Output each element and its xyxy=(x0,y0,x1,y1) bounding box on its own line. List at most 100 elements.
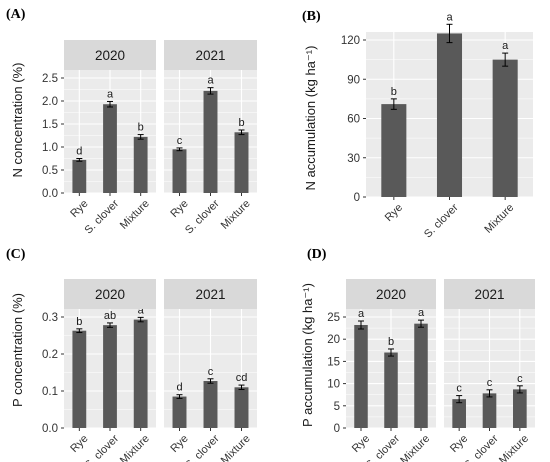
bar xyxy=(172,149,187,193)
bar xyxy=(72,330,87,428)
y-tick-label: 15 xyxy=(327,356,340,368)
bar xyxy=(492,59,518,197)
y-tick-label: 5 xyxy=(334,401,340,413)
facet-strip xyxy=(164,40,257,70)
plot-area-b: b Rye a S. clover a Mixture 0 30 60 90 120 xyxy=(341,11,533,240)
y-tick-label: 2.0 xyxy=(42,96,58,108)
facet-strip-label: 2021 xyxy=(195,48,225,63)
y-tick-label: 120 xyxy=(341,35,360,47)
significance-letter: a xyxy=(138,304,145,316)
bar xyxy=(133,136,148,193)
bar xyxy=(234,387,249,428)
y-axis-title-b: N accumulation (kg ha⁻¹) xyxy=(303,46,318,191)
category-label: Rye xyxy=(68,198,90,220)
y-tick-label: 90 xyxy=(347,74,360,86)
category-label: Mixture xyxy=(497,433,531,462)
category-label: Mixture xyxy=(118,198,152,232)
significance-letter: a xyxy=(502,40,509,52)
category-label: S. clover xyxy=(462,432,501,462)
bar xyxy=(234,132,249,193)
panel-label-b: (B) xyxy=(302,9,321,24)
category-label: Rye xyxy=(168,198,190,220)
bar xyxy=(72,159,87,193)
bar xyxy=(414,323,428,428)
bar xyxy=(384,352,398,428)
category-label: Mixture xyxy=(398,433,432,462)
category-label: Mixture xyxy=(219,433,253,462)
significance-letter: c xyxy=(517,373,523,385)
y-tick-label: 20 xyxy=(327,334,340,346)
chart-panel-b: (B) N accumulation (kg ha⁻¹) b Rye a S. clo… xyxy=(302,9,533,240)
category-label: Rye xyxy=(383,202,405,224)
category-label: Rye xyxy=(448,433,470,455)
bar xyxy=(436,33,463,198)
category-label: S. clover xyxy=(82,432,121,462)
facet-strip xyxy=(64,40,156,70)
significance-letter: a xyxy=(358,308,365,320)
y-axis-title-b-text: N accumulation (kg ha⁻¹) xyxy=(303,46,318,191)
category-label: S. clover xyxy=(363,432,402,462)
significance-letter: b xyxy=(238,117,244,129)
y-tick-label: 25 xyxy=(327,312,340,324)
bar xyxy=(381,104,407,197)
y-tick-label: 2.5 xyxy=(42,73,58,85)
y-tick-label: 0.0 xyxy=(42,188,58,200)
y-tick-label: 1.5 xyxy=(42,119,58,131)
y-tick-label: 30 xyxy=(347,153,360,165)
panel-label-c: (C) xyxy=(6,247,26,262)
significance-letter: cd xyxy=(236,372,248,384)
significance-letter: a xyxy=(418,307,425,319)
bar xyxy=(133,319,148,428)
bar xyxy=(203,381,218,428)
facet-strip-label: 2021 xyxy=(474,287,504,302)
bar xyxy=(482,393,497,428)
y-tick-label: 0.2 xyxy=(42,349,58,361)
bar xyxy=(452,399,466,428)
y-axis-title-a: N concentration (%) xyxy=(10,63,25,178)
category-label: S. clover xyxy=(183,432,222,462)
plot-area-c: b Rye ab S. clover a Mixture 2020 d Rye c S. clove… xyxy=(42,279,257,462)
category-label: S. clover xyxy=(82,197,121,236)
category-label: S. clover xyxy=(183,197,222,236)
significance-letter: b xyxy=(76,316,82,328)
significance-letter: b xyxy=(388,336,394,348)
y-tick-label: 0.3 xyxy=(42,312,58,324)
y-axis-title-c: P concentration (%) xyxy=(10,293,25,407)
y-tick-label: 0.0 xyxy=(42,423,58,435)
chart-panel-d: (D) P accumulation (kg ha⁻¹) a Rye b S. clo… xyxy=(300,247,535,462)
category-label: Rye xyxy=(68,433,90,455)
facet-strip xyxy=(444,279,535,309)
panel-label-a: (A) xyxy=(6,7,26,22)
bar xyxy=(513,389,527,428)
panel-label-d: (D) xyxy=(307,247,327,262)
category-label: Mixture xyxy=(118,433,152,462)
facet-strip-label: 2020 xyxy=(95,48,125,63)
significance-letter: b xyxy=(138,122,144,134)
y-tick-label: 60 xyxy=(347,114,360,126)
significance-letter: c xyxy=(208,366,214,378)
y-tick-label: 1.0 xyxy=(42,142,58,154)
facet-strip xyxy=(346,279,436,309)
category-label: Rye xyxy=(168,433,190,455)
significance-letter: a xyxy=(207,75,214,87)
significance-letter: d xyxy=(76,146,82,158)
chart-panel-c: (C) P concentration (%) b Rye ab S. clover a… xyxy=(6,247,257,462)
significance-letter: a xyxy=(107,88,114,100)
chart-panel-a: (A) N concentration (%) d Rye a S. clover b M… xyxy=(6,7,257,236)
plot-area-a: d Rye a S. clover b Mixture 2020 c Rye a S. clover… xyxy=(42,40,257,236)
facet-strip-label: 2020 xyxy=(376,287,406,302)
significance-letter: c xyxy=(487,377,493,389)
y-tick-label: 10 xyxy=(327,379,340,391)
y-tick-label: 0.5 xyxy=(42,165,58,177)
y-tick-label: 0 xyxy=(334,423,340,435)
significance-letter: ab xyxy=(104,310,116,322)
bar xyxy=(172,396,187,428)
y-tick-label: 0.1 xyxy=(42,386,58,398)
category-label: Mixture xyxy=(482,202,516,236)
facet-strip-label: 2021 xyxy=(195,287,225,302)
y-axis-title-d: P accumulation (kg ha⁻¹) xyxy=(300,283,315,427)
category-label: Mixture xyxy=(219,198,253,232)
significance-letter: b xyxy=(391,86,397,98)
significance-letter: d xyxy=(176,382,182,394)
